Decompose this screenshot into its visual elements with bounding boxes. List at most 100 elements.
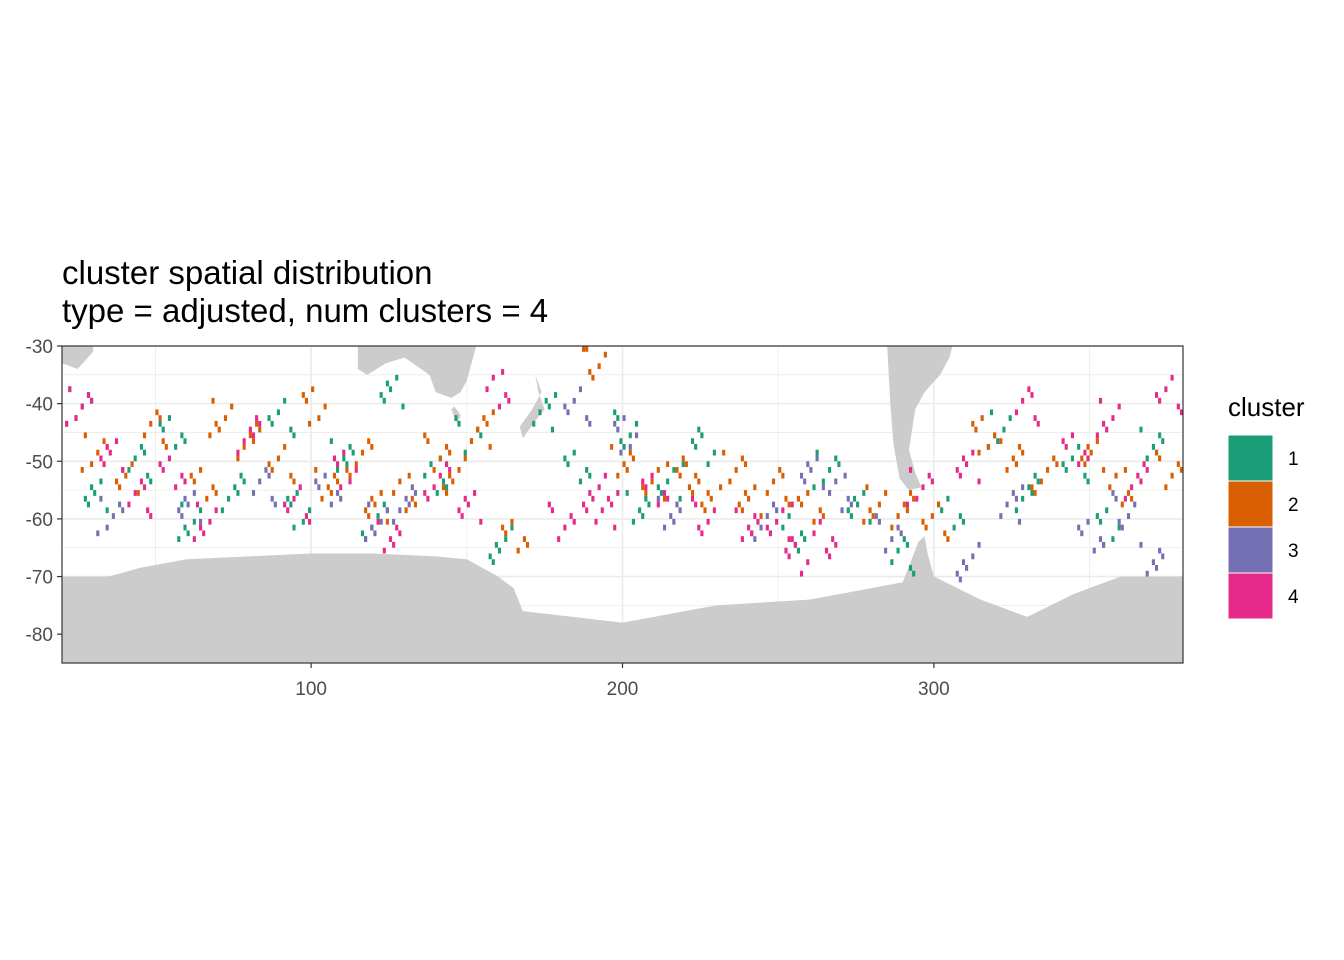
cluster-cell [971, 420, 975, 427]
legend-label-2: 2 [1288, 495, 1299, 516]
cluster-cell [398, 507, 402, 514]
cluster-cell [504, 536, 508, 542]
cluster-cell [566, 409, 570, 416]
cluster-cell [482, 415, 486, 421]
cluster-cell [1120, 524, 1124, 531]
y-tick-label: -80 [26, 625, 53, 646]
cluster-cell [865, 484, 869, 491]
legend-key-4 [1227, 572, 1274, 620]
cluster-cell [759, 513, 763, 519]
cluster-cell [971, 553, 975, 560]
cluster-cell [1061, 438, 1065, 444]
cluster-cell [619, 438, 623, 444]
cluster-cell [504, 392, 508, 398]
cluster-cell [905, 541, 909, 548]
cluster-cell [622, 461, 626, 468]
cluster-cell [283, 501, 287, 508]
cluster-cell [441, 478, 446, 485]
cluster-cell [83, 495, 87, 502]
cluster-cell [276, 455, 280, 462]
cluster-cell [694, 472, 698, 479]
cluster-cell [719, 484, 723, 491]
cluster-cell [301, 518, 305, 525]
cluster-cell [454, 415, 458, 421]
cluster-cell [666, 495, 670, 502]
cluster-cell [451, 478, 455, 485]
cluster-cell [765, 490, 769, 496]
cluster-cell [815, 449, 819, 456]
cluster-cell [625, 467, 629, 473]
cluster-cell [307, 420, 312, 427]
cluster-cell [597, 363, 601, 370]
cluster-cell [329, 501, 333, 508]
cluster-cell [382, 501, 386, 508]
cluster-cell [547, 501, 551, 508]
land-polygon [62, 536, 1183, 663]
cluster-cell [121, 507, 125, 514]
cluster-cell [784, 495, 788, 502]
cluster-cell [1111, 490, 1115, 496]
cluster-cell [336, 467, 340, 473]
cluster-cell [1083, 472, 1087, 479]
cluster-cell [656, 484, 660, 491]
cluster-cell [706, 490, 710, 496]
cluster-cell [943, 530, 947, 537]
cluster-cell [388, 536, 393, 542]
cluster-cell [999, 438, 1003, 444]
cluster-cell [799, 530, 804, 537]
cluster-cell [227, 495, 231, 502]
cluster-cell [180, 501, 184, 508]
cluster-cell [323, 403, 327, 410]
cluster-cell [656, 467, 660, 473]
cluster-cell [588, 420, 592, 427]
cluster-cell [1030, 392, 1034, 398]
cluster-cell [1176, 461, 1180, 468]
cluster-cell [466, 501, 470, 508]
cluster-cell [491, 409, 495, 416]
cluster-cell [167, 415, 171, 421]
cluster-cell [921, 484, 925, 491]
cluster-cell [367, 438, 371, 444]
cluster-cell [896, 524, 900, 531]
cluster-cell [445, 461, 449, 468]
cluster-cell [812, 484, 816, 491]
cluster-cell [90, 461, 94, 468]
cluster-cell [292, 495, 296, 502]
cluster-cell [1161, 553, 1165, 560]
cluster-cell [501, 369, 505, 375]
cluster-cell [208, 518, 212, 525]
cluster-cell [1017, 443, 1022, 450]
cluster-cell [937, 501, 941, 508]
cluster-cell [924, 524, 928, 531]
cluster-cell [485, 420, 489, 427]
cluster-cell [778, 467, 782, 473]
cluster-cell [463, 449, 467, 456]
cluster-cell [264, 467, 268, 473]
land-mass [62, 346, 1183, 663]
cluster-cell [644, 484, 648, 491]
cluster-cell [233, 484, 237, 491]
cluster-cell [616, 472, 620, 479]
cluster-cell [1117, 524, 1121, 531]
cluster-cell [784, 547, 788, 554]
cluster-cell [952, 524, 956, 531]
x-tick-label: 200 [607, 679, 639, 700]
cluster-cell [606, 495, 611, 502]
cluster-cell [388, 386, 393, 393]
cluster-cell [497, 403, 502, 410]
cluster-cell [423, 490, 427, 496]
cluster-cell [812, 530, 816, 537]
cluster-cell [195, 501, 200, 508]
cluster-cells [65, 346, 1183, 583]
cluster-cell [220, 507, 224, 514]
cluster-cell [666, 461, 670, 468]
cluster-cell [787, 501, 791, 508]
cluster-cell [566, 461, 570, 468]
cluster-cell [613, 524, 617, 531]
cluster-cell [1095, 438, 1099, 444]
cluster-cell [585, 346, 589, 352]
cluster-cell [96, 449, 100, 456]
cluster-cell [1070, 432, 1075, 439]
cluster-cell [821, 484, 825, 491]
cluster-cell [242, 478, 246, 485]
